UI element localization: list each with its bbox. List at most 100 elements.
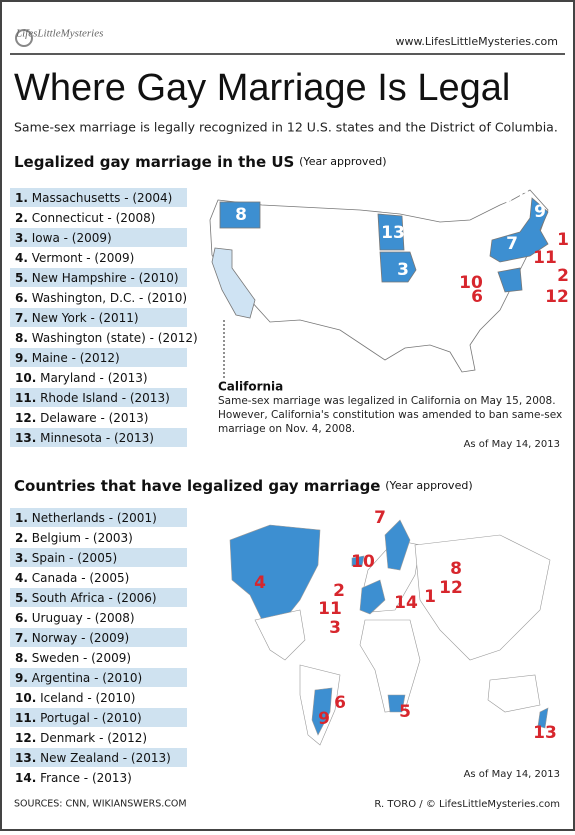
map-label: 3 [397,260,409,280]
item-number: 13. [15,751,36,765]
map-label: 7 [374,508,386,528]
list-item: 3. Spain - (2005) [15,551,117,565]
list-item: 12. Denmark - (2012) [15,731,147,745]
item-text: Iowa - (2009) [32,231,112,245]
item-text: Belgium - (2003) [32,531,133,545]
map-label: 6 [471,287,483,307]
item-number: 3. [15,551,28,565]
list-item: 2. Connecticut - (2008) [15,211,155,225]
item-text: Uruguay - (2008) [32,611,135,625]
iowa [379,251,417,283]
item-text: Iceland - (2010) [40,691,135,705]
list-row-bg [10,308,187,327]
item-number: 2. [15,211,28,225]
subtitle: Same-sex marriage is legally recognized … [14,120,558,135]
item-text: Connecticut - (2008) [32,211,156,225]
map-label: 13 [381,223,405,243]
item-text: Argentina - (2010) [32,671,142,685]
item-number: 10. [15,691,36,705]
item-number: 9. [15,671,28,685]
list-row-bg [10,428,187,447]
map-label: 11 [318,599,342,619]
item-number: 11. [15,711,36,725]
world-as-of: As of May 14, 2013 [464,769,560,780]
list-row-bg [10,668,187,687]
list-row-bg [10,708,187,727]
world-heading: Countries that have legalized gay marria… [14,477,473,495]
title: Where Gay Marriage Is Legal [14,67,510,109]
us-as-of: As of May 14, 2013 [464,439,560,450]
us-map [209,189,549,373]
item-number: 8. [15,651,28,665]
item-text: South Africa - (2006) [32,591,157,605]
item-text: Maine - (2012) [32,351,120,365]
map-label: 10 [459,273,483,293]
list-item: 14. France - (2013) [15,771,132,785]
item-text: New York - (2011) [32,311,139,325]
item-text: Denmark - (2012) [40,731,147,745]
washington [219,201,261,229]
item-number: 7. [15,311,28,325]
item-number: 7. [15,631,28,645]
item-number: 10. [15,371,36,385]
california-text: Same-sex marriage was legalized in Calif… [218,395,562,435]
item-text: Sweden - (2009) [32,651,131,665]
list-item: 3. Iowa - (2009) [15,231,112,245]
item-number: 1. [15,511,28,525]
list-row-bg [10,588,187,607]
us-outline [209,189,549,373]
map-label: 8 [450,559,462,579]
item-number: 12. [15,411,36,425]
map-label: 13 [533,723,557,743]
item-number: 5. [15,271,28,285]
list-item: 11. Rhode Island - (2013) [15,391,170,405]
sources: SOURCES: CNN, WIKIANSWERS.COM [14,799,187,810]
list-row-bg [10,748,187,767]
map-label: 12 [545,287,569,307]
item-number: 9. [15,351,28,365]
western-europe [359,579,386,615]
item-number: 13. [15,431,36,445]
mid-atlantic [497,267,523,293]
map-label: 4 [500,188,512,208]
map-label: 6 [334,693,346,713]
california-line: However, California's constitution was a… [218,409,562,421]
map-label: 14 [394,593,418,613]
iceland [351,555,365,567]
list-item: 12. Delaware - (2013) [15,411,149,425]
list-row-bg [10,628,187,647]
site-url: www.LifesLittleMysteries.com [395,35,558,48]
list-item: 4. Vermont - (2009) [15,251,134,265]
item-text: New Hampshire - (2010) [32,271,179,285]
item-number: 14. [15,771,36,785]
map-label: 5 [518,188,530,208]
item-text: Washington (state) - (2012) [32,331,198,345]
california-line: marriage on Nov. 4, 2008. [218,423,355,435]
list-item: 4. Canada - (2005) [15,571,129,585]
item-text: Norway - (2009) [32,631,129,645]
item-text: Delaware - (2013) [40,411,148,425]
item-text: Rhode Island - (2013) [40,391,170,405]
item-number: 1. [15,191,28,205]
us-note: (Year approved) [299,155,386,168]
world-heading-text: Countries that have legalized gay marria… [14,477,380,495]
australia [487,674,541,713]
map-label: 1 [557,230,569,250]
list-row-bg [10,268,187,287]
item-number: 4. [15,251,28,265]
map-label: 3 [329,618,341,638]
list-item: 13. New Zealand - (2013) [15,751,171,765]
list-item: 5. New Hampshire - (2010) [15,271,179,285]
logo: LifesLittleMysteries [15,28,103,40]
item-text: Netherlands - (2001) [32,511,157,525]
california-title: California [218,380,283,394]
list-item: 11. Portugal - (2010) [15,711,142,725]
item-text: Maryland - (2013) [40,371,148,385]
map-label: 12 [439,578,463,598]
world-note: (Year approved) [385,479,472,492]
list-item: 7. New York - (2011) [15,311,139,325]
california [211,247,256,319]
item-number: 5. [15,591,28,605]
list-item: 6. Washington, D.C. - (2010) [15,291,187,305]
